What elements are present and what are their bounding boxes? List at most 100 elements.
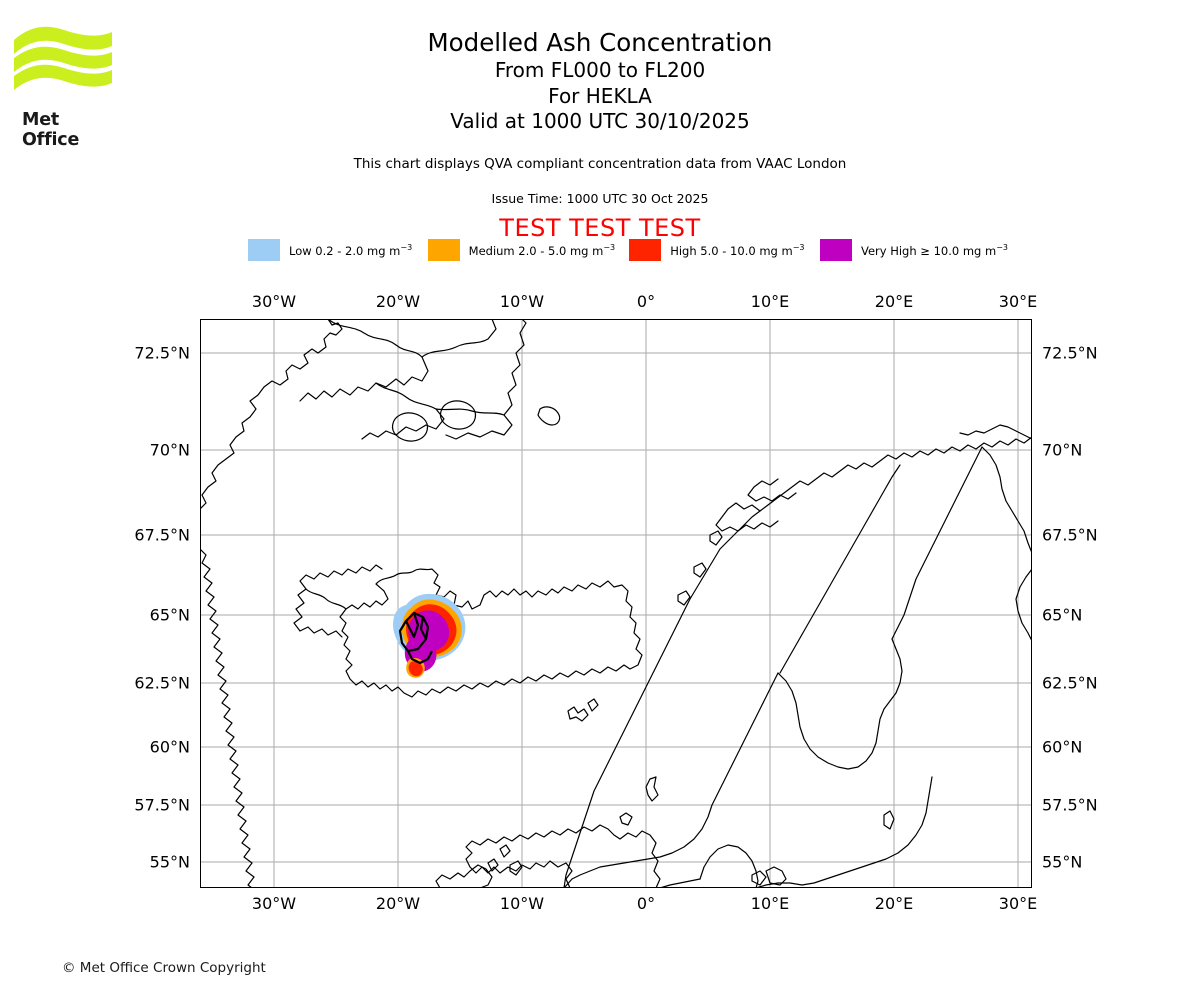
legend-label-medium: Medium 2.0 - 5.0 mg m−3 bbox=[468, 242, 616, 258]
coastline-orkney bbox=[619, 812, 633, 826]
lon-tick-bottom-10w: 10°W bbox=[499, 894, 545, 913]
coastline-norway-island-a bbox=[709, 530, 723, 546]
lon-tick-top-30e: 30°E bbox=[998, 292, 1038, 311]
lat-tick-right-625n: 62.5°N bbox=[1042, 673, 1098, 693]
coastlines bbox=[200, 319, 1032, 888]
qva-note: This chart displays QVA compliant concen… bbox=[353, 156, 847, 172]
border-finland-russia bbox=[981, 446, 1032, 554]
coastline-faroe bbox=[567, 706, 589, 722]
coastline-jan-mayen bbox=[537, 406, 561, 426]
lat-tick-right-575n: 57.5°N bbox=[1042, 795, 1098, 815]
coastline-ireland bbox=[435, 864, 493, 888]
ash-source-outline bbox=[398, 611, 433, 665]
coastline-continent-west bbox=[659, 878, 701, 888]
lat-tick-right-60n: 60°N bbox=[1042, 737, 1083, 757]
coastline-greenland bbox=[200, 319, 343, 888]
lon-tick-bottom-0: 0° bbox=[636, 894, 656, 913]
lat-tick-left-70n: 70°N bbox=[149, 440, 190, 460]
concentration-legend: Low 0.2 - 2.0 mg m−3 Medium 2.0 - 5.0 mg… bbox=[248, 238, 1008, 262]
met-office-wave-mark bbox=[14, 26, 112, 90]
map-canvas bbox=[200, 319, 1032, 888]
legend-item-low: Low 0.2 - 2.0 mg m−3 bbox=[248, 239, 412, 261]
coastline-norway-island-b bbox=[693, 562, 707, 578]
map-svg bbox=[200, 319, 1032, 888]
lat-tick-left-60n: 60°N bbox=[149, 737, 190, 757]
coastline-greenland-peninsula bbox=[361, 382, 445, 440]
legend-item-very-high: Very High ≥ 10.0 mg m−3 bbox=[819, 239, 1009, 261]
lat-tick-right-675n: 67.5°N bbox=[1042, 525, 1098, 545]
coastline-denmark-fyn bbox=[751, 870, 767, 886]
ash-plume bbox=[393, 593, 466, 678]
lat-tick-left-65n: 65°N bbox=[149, 605, 190, 625]
legend-swatch-medium bbox=[427, 239, 460, 261]
coastline-bothnia-east bbox=[891, 446, 983, 640]
lat-tick-left-725n: 72.5°N bbox=[134, 343, 190, 363]
coastline-greenland-island-a bbox=[391, 412, 429, 442]
legend-swatch-high bbox=[629, 239, 662, 261]
lat-tick-right-70n: 70°N bbox=[1042, 440, 1083, 460]
coastline-norway-south bbox=[563, 672, 779, 888]
lon-tick-top-10w: 10°W bbox=[499, 292, 545, 311]
coastline-greenland-island-b bbox=[439, 400, 477, 430]
legend-item-medium: Medium 2.0 - 5.0 mg m−3 bbox=[427, 239, 616, 261]
lon-tick-top-20e: 20°E bbox=[874, 292, 914, 311]
issue-time: Issue Time: 1000 UTC 30 Oct 2025 bbox=[491, 191, 709, 206]
lon-tick-bottom-30e: 30°E bbox=[998, 894, 1038, 913]
copyright-footer: © Met Office Crown Copyright bbox=[62, 960, 266, 976]
volcano-name: For HEKLA bbox=[548, 83, 652, 108]
met-office-logo: Met Office bbox=[12, 22, 122, 150]
coastline-greenland-fjords bbox=[299, 319, 429, 402]
coastline-greenland-inlet-b bbox=[503, 319, 527, 416]
coastline-iceland-nw-inlet bbox=[293, 588, 343, 638]
lon-tick-top-30w: 30°W bbox=[251, 292, 297, 311]
test-banner: TEST TEST TEST bbox=[499, 214, 701, 242]
border-norway-sweden bbox=[779, 464, 901, 674]
lon-tick-top-20w: 20°W bbox=[375, 292, 421, 311]
coastline-iceland-westfjords bbox=[299, 564, 383, 610]
coastline-iceland bbox=[339, 568, 643, 698]
coastline-denmark-islands bbox=[765, 866, 787, 886]
coastline-greenland-inlet-a bbox=[435, 408, 513, 440]
lat-tick-left-55n: 55°N bbox=[149, 852, 190, 872]
legend-swatch-low bbox=[248, 239, 280, 261]
lon-tick-bottom-10e: 10°E bbox=[750, 894, 790, 913]
map-background bbox=[200, 319, 1032, 888]
coastline-scotland-hebrides bbox=[499, 844, 511, 858]
lat-tick-left-625n: 62.5°N bbox=[134, 673, 190, 693]
coastline-sweden-baltic bbox=[777, 638, 903, 770]
coastline-norway-island-c bbox=[677, 590, 691, 606]
coastline-scotland-hebrides-b bbox=[487, 858, 499, 872]
ash-band-high-lower bbox=[408, 661, 423, 677]
met-office-logo-text: Met Office bbox=[22, 110, 80, 150]
chart-title-block: Modelled Ash Concentration From FL000 to… bbox=[0, 28, 1200, 135]
lat-tick-left-675n: 67.5°N bbox=[134, 525, 190, 545]
coastline-gotland bbox=[883, 810, 895, 830]
coastline-denmark bbox=[699, 844, 759, 888]
lat-tick-right-65n: 65°N bbox=[1042, 605, 1083, 625]
legend-item-high: High 5.0 - 10.0 mg m−3 bbox=[629, 239, 804, 261]
coastline-great-britain bbox=[465, 824, 661, 888]
coastline-norway-lofoten bbox=[715, 502, 779, 532]
coastline-greenland-ne bbox=[421, 319, 497, 358]
legend-label-low: Low 0.2 - 2.0 mg m−3 bbox=[289, 242, 413, 258]
coastline-white-sea bbox=[1015, 568, 1032, 642]
lat-tick-right-725n: 72.5°N bbox=[1042, 343, 1098, 363]
lon-tick-top-10e: 10°E bbox=[750, 292, 790, 311]
lon-tick-bottom-30w: 30°W bbox=[251, 894, 297, 913]
lon-tick-bottom-20e: 20°E bbox=[874, 894, 914, 913]
flight-level-range: From FL000 to FL200 bbox=[494, 58, 706, 82]
valid-time: Valid at 1000 UTC 30/10/2025 bbox=[450, 109, 750, 133]
coastline-shetland bbox=[645, 776, 659, 802]
legend-swatch-very-high bbox=[819, 239, 852, 261]
lon-tick-top-0: 0° bbox=[636, 292, 656, 311]
page-title: Modelled Ash Concentration bbox=[427, 28, 773, 57]
coastline-scotland-skye bbox=[509, 860, 523, 876]
legend-label-very-high: Very High ≥ 10.0 mg m−3 bbox=[860, 242, 1009, 258]
coastline-faroe-b bbox=[587, 698, 599, 712]
coastline-kola bbox=[959, 424, 1032, 440]
lat-tick-right-55n: 55°N bbox=[1042, 852, 1083, 872]
legend-label-high: High 5.0 - 10.0 mg m−3 bbox=[670, 242, 805, 258]
coastline-norway-vesteralen bbox=[747, 478, 797, 502]
coastline-baltic-south bbox=[755, 776, 933, 888]
